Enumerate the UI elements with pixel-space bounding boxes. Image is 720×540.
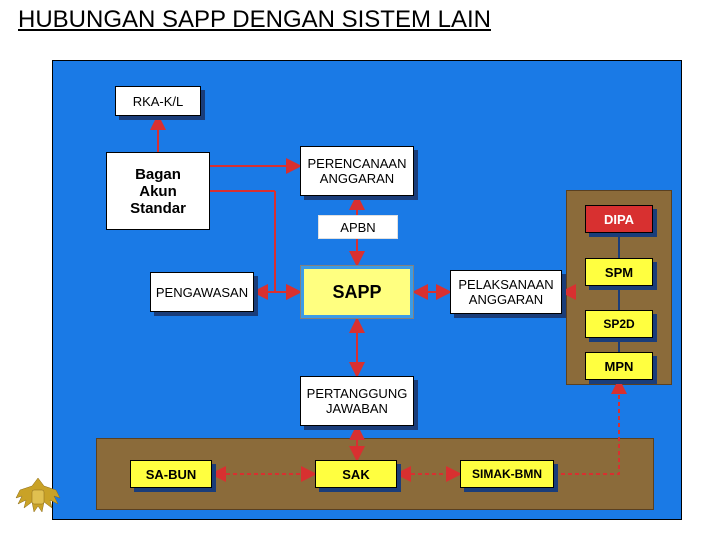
node-sak: SAK (315, 460, 397, 488)
node-mpn: MPN (585, 352, 653, 380)
garuda-emblem (12, 472, 64, 524)
node-perenc: PERENCANAANANGGARAN (300, 146, 414, 196)
node-sapp: SAPP (300, 265, 414, 319)
node-spm: SPM (585, 258, 653, 286)
node-bagan: BaganAkunStandar (106, 152, 210, 230)
node-pengaw: PENGAWASAN (150, 272, 254, 312)
node-sp2d: SP2D (585, 310, 653, 338)
node-apbn: APBN (318, 215, 398, 239)
nodes-layer: RKA-K/L BaganAkunStandar PERENCANAANANGGAR… (0, 0, 720, 540)
node-simakbmn: SIMAK-BMN (460, 460, 554, 488)
node-sabun: SA-BUN (130, 460, 212, 488)
node-dipa: DIPA (585, 205, 653, 233)
node-pelaks: PELAKSANAANANGGARAN (450, 270, 562, 314)
node-pertang: PERTANGGUNGJAWABAN (300, 376, 414, 426)
node-rkakl: RKA-K/L (115, 86, 201, 116)
